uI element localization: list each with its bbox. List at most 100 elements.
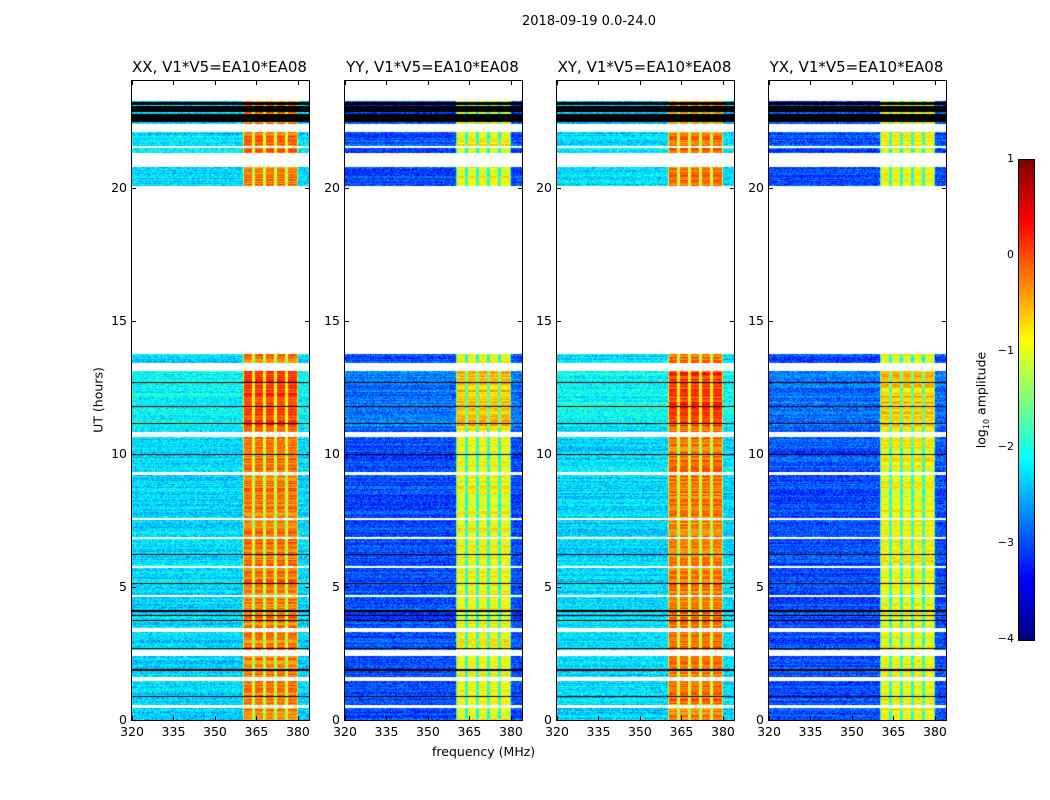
y-tick-mark	[345, 187, 349, 189]
x-tick-mark	[639, 81, 641, 85]
y-tick-mark	[132, 187, 136, 189]
x-tick-label: 320	[757, 724, 781, 739]
y-tick-label: 5	[544, 578, 552, 594]
x-tick-mark	[427, 716, 429, 720]
x-tick-mark	[173, 716, 175, 720]
y-tick-mark	[518, 187, 522, 189]
y-tick-mark	[942, 720, 946, 721]
y-tick-mark	[518, 720, 522, 721]
x-tick-mark	[510, 716, 512, 720]
y-tick-label: 10	[111, 445, 127, 461]
y-tick-mark	[942, 320, 946, 322]
x-tick-mark	[256, 716, 258, 720]
x-tick-mark	[132, 716, 133, 720]
heatmap-cells	[132, 81, 309, 720]
x-tick-label: 365	[669, 724, 694, 739]
x-tick-mark	[851, 716, 853, 720]
y-tick-mark	[769, 586, 773, 588]
y-tick-mark	[345, 320, 349, 322]
y-tick-mark	[305, 187, 309, 189]
colorbar-tick-label: 1	[1007, 152, 1014, 165]
y-tick-mark	[345, 586, 349, 588]
y-tick-mark	[557, 586, 561, 588]
x-tick-mark	[173, 81, 175, 85]
x-tick-label: 380	[923, 724, 947, 739]
y-tick-mark	[305, 720, 309, 721]
y-tick-mark	[518, 320, 522, 322]
y-tick-mark	[730, 187, 734, 189]
y-tick-mark	[557, 320, 561, 322]
y-tick-mark	[305, 453, 309, 455]
y-tick-label: 15	[536, 312, 552, 328]
x-tick-label: 320	[120, 724, 144, 739]
x-tick-mark	[214, 716, 216, 720]
y-tick-label: 15	[324, 312, 340, 328]
x-tick-mark	[132, 81, 133, 85]
figure-title: 2018-09-19 0.0-24.0	[522, 14, 656, 29]
y-tick-label: 20	[324, 179, 340, 195]
y-tick-mark	[730, 320, 734, 322]
x-tick-mark	[934, 81, 936, 85]
y-tick-label: 5	[119, 578, 127, 594]
panel-title: XX, V1*V5=EA10*EA08	[132, 58, 307, 76]
y-tick-label: 5	[756, 578, 764, 594]
y-tick-mark	[769, 187, 773, 189]
y-tick-mark	[769, 720, 773, 721]
panel-title: XY, V1*V5=EA10*EA08	[557, 58, 732, 76]
x-tick-label: 335	[798, 724, 823, 739]
y-tick-mark	[305, 586, 309, 588]
colorbar-label-sub: 10	[981, 418, 991, 430]
x-tick-mark	[256, 81, 258, 85]
y-tick-label: 10	[536, 445, 552, 461]
colorbar-tick-label: 0	[1007, 248, 1014, 261]
x-axis-label: frequency (MHz)	[432, 744, 536, 759]
x-tick-mark	[386, 81, 388, 85]
y-tick-label: 20	[748, 179, 764, 195]
colorbar-tick-label: −3	[997, 536, 1014, 549]
y-tick-mark	[730, 586, 734, 588]
x-tick-mark	[639, 716, 641, 720]
x-tick-mark	[297, 81, 299, 85]
x-tick-mark	[345, 716, 346, 720]
x-tick-label: 380	[286, 724, 310, 739]
x-tick-mark	[893, 81, 895, 85]
x-tick-mark	[769, 716, 770, 720]
y-tick-mark	[769, 453, 773, 455]
y-tick-label: 0	[119, 712, 127, 727]
heatmap-cells	[345, 81, 522, 720]
colorbar-tick-label: −4	[997, 632, 1014, 645]
y-tick-label: 20	[111, 179, 127, 195]
x-tick-label: 380	[711, 724, 735, 739]
y-tick-mark	[132, 320, 136, 322]
x-tick-mark	[557, 81, 558, 85]
x-tick-mark	[893, 716, 895, 720]
y-tick-label: 0	[544, 712, 552, 727]
x-tick-label: 335	[374, 724, 399, 739]
x-tick-mark	[810, 716, 812, 720]
heatmap-panel-2	[556, 80, 735, 721]
x-tick-mark	[934, 716, 936, 720]
y-tick-mark	[518, 453, 522, 455]
x-tick-label: 365	[881, 724, 906, 739]
heatmap-panel-1	[344, 80, 523, 721]
y-tick-label: 15	[748, 312, 764, 328]
y-tick-label: 15	[111, 312, 127, 328]
x-tick-mark	[722, 716, 724, 720]
x-tick-mark	[851, 81, 853, 85]
x-tick-label: 350	[416, 724, 440, 739]
x-tick-mark	[214, 81, 216, 85]
y-tick-mark	[730, 453, 734, 455]
x-tick-mark	[510, 81, 512, 85]
colorbar-tick-label: −1	[997, 344, 1014, 357]
x-tick-mark	[810, 81, 812, 85]
y-tick-mark	[942, 187, 946, 189]
x-tick-label: 320	[545, 724, 569, 739]
y-tick-mark	[557, 453, 561, 455]
x-tick-mark	[598, 716, 600, 720]
x-tick-label: 350	[840, 724, 864, 739]
y-tick-mark	[557, 187, 561, 189]
y-tick-label: 0	[756, 712, 764, 727]
y-tick-mark	[769, 320, 773, 322]
heatmap-panel-3	[768, 80, 947, 721]
